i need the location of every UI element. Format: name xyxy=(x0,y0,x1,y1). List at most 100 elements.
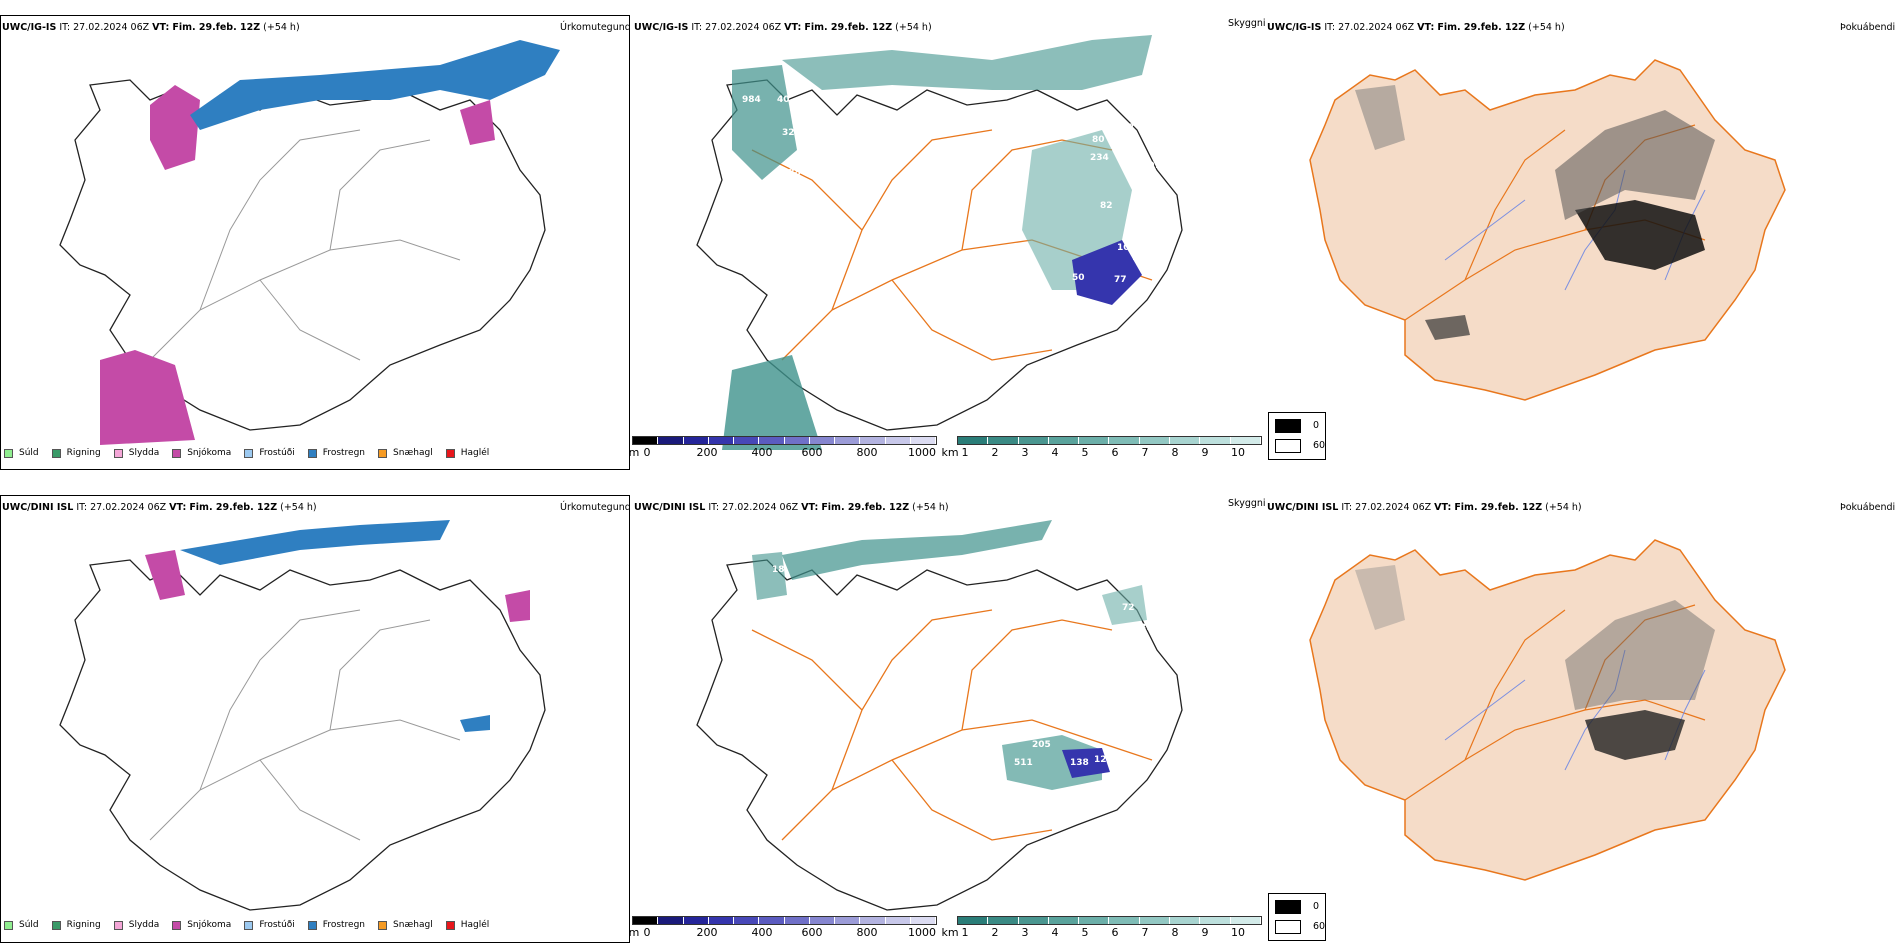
precip-map-frame xyxy=(0,495,630,943)
legend-label: Snæhagl xyxy=(393,448,433,458)
legend-item: Frostúði xyxy=(244,920,295,930)
visibility-teal-southwest xyxy=(722,355,822,450)
panel-title: Skyggni xyxy=(1228,498,1266,509)
tick-label: 8 xyxy=(1171,446,1179,459)
visibility-km-ticks: km 1 2 3 4 5 6 7 8 9 10 xyxy=(938,446,1263,460)
tick-label: 0 xyxy=(643,446,651,459)
unit-label: km xyxy=(941,446,959,459)
visibility-value-label: 72 xyxy=(1122,603,1135,613)
visibility-km-colorbar xyxy=(957,916,1262,925)
tick-label: 800 xyxy=(856,446,878,459)
visibility-km-colorbar xyxy=(957,436,1262,445)
colorbar-cell xyxy=(1139,917,1171,924)
it-label: IT: xyxy=(691,22,703,33)
colorbar-cell xyxy=(683,437,709,444)
panel-title: Úrkomutegund xyxy=(560,502,631,513)
vt-label: VT: xyxy=(801,502,819,513)
visibility-teal-east xyxy=(1102,585,1147,625)
panel-title: Þokuábendi xyxy=(1840,22,1896,33)
tick-label: 600 xyxy=(801,446,823,459)
visibility-value-label: 77 xyxy=(1114,275,1127,285)
vt-label: VT: xyxy=(152,22,170,33)
colorbar-cell xyxy=(958,917,989,924)
tick-label: 7 xyxy=(1141,926,1149,939)
colorbar-cell xyxy=(1139,437,1171,444)
panel-title: Skyggni xyxy=(1228,18,1266,29)
visibility-m-colorbar xyxy=(632,436,937,445)
colorbar-cell xyxy=(809,917,835,924)
legend-label: Slydda xyxy=(128,920,160,930)
fog-legend-label: 0 xyxy=(1313,420,1320,431)
colorbar-cell xyxy=(658,437,684,444)
fog-legend-box: 0 60 xyxy=(1268,893,1326,941)
vt-label: VT: xyxy=(1434,502,1452,513)
tick-label: 1 xyxy=(961,446,969,459)
legend-swatch xyxy=(172,448,182,458)
colorbar-cell xyxy=(1170,917,1201,924)
legend-label: Súld xyxy=(19,920,39,930)
tick-label: 9 xyxy=(1201,926,1209,939)
legend-swatch xyxy=(244,920,254,930)
snowfall-area-east xyxy=(460,100,495,145)
colorbar-cell xyxy=(860,917,886,924)
snowfall-area xyxy=(145,550,185,600)
legend-swatch xyxy=(445,448,455,458)
legend-swatch xyxy=(4,920,13,930)
legend-swatch xyxy=(378,920,388,930)
legend-swatch xyxy=(51,448,61,458)
colorbar-cell xyxy=(1079,437,1110,444)
panel-header: UWC/IG-IS IT: 27.02.2024 06Z VT: Fim. 29… xyxy=(2,22,300,33)
colorbar-cell xyxy=(1230,917,1261,924)
tick-label: 5 xyxy=(1081,446,1089,459)
colorbar-cell xyxy=(988,437,1019,444)
visibility-m-ticks: m 0 200 400 600 800 1000 xyxy=(629,446,937,460)
tick-label: 1000 xyxy=(908,446,936,459)
visibility-km-ticks: km 1 2 3 4 5 6 7 8 9 10 xyxy=(938,926,1263,940)
visibility-value-label: 984 xyxy=(742,95,761,105)
fog-dense-area xyxy=(1585,710,1685,760)
legend-item: Snjókoma xyxy=(172,920,231,930)
colorbar-cell xyxy=(1200,917,1231,924)
visibility-panel-bottom: UWC/DINI ISL IT: 27.02.2024 06Z VT: Fim.… xyxy=(632,488,1266,943)
model-name: UWC/IG-IS xyxy=(2,22,57,33)
colorbar-cell xyxy=(633,437,659,444)
tick-label: 10 xyxy=(1231,926,1245,939)
tick-label: 1 xyxy=(961,926,969,939)
precip-type-panel-top: UWC/IG-IS IT: 27.02.2024 06Z VT: Fim. 29… xyxy=(0,8,631,470)
visibility-teal-west xyxy=(752,552,787,600)
lead-time: (+54 h) xyxy=(1545,502,1582,513)
colorbar-cell xyxy=(1109,917,1140,924)
fog-gray-west xyxy=(1355,85,1405,150)
visibility-value-label: 138 xyxy=(1070,758,1089,768)
legend-item: Frostregn xyxy=(307,448,365,458)
visibility-value-label: 107 xyxy=(1142,161,1161,171)
legend-swatch xyxy=(378,448,388,458)
colorbar-cell xyxy=(759,437,785,444)
it-value: 27.02.2024 06Z xyxy=(1355,502,1432,513)
legend-swatch xyxy=(307,448,317,458)
colorbar-cell xyxy=(708,437,734,444)
legend-swatch xyxy=(51,920,61,930)
tick-label: 3 xyxy=(1021,926,1029,939)
visibility-value-label: 10 xyxy=(1117,243,1130,253)
colorbar-cell xyxy=(1048,437,1080,444)
precip-type-panel-bottom: UWC/DINI ISL IT: 27.02.2024 06Z VT: Fim.… xyxy=(0,488,631,943)
vt-value: Fim. 29.feb. 12Z xyxy=(804,22,893,33)
tick-label: 400 xyxy=(751,446,773,459)
colorbar-cell xyxy=(885,917,911,924)
legend-label: Rigning xyxy=(66,920,101,930)
panel-header: UWC/DINI ISL IT: 27.02.2024 06Z VT: Fim.… xyxy=(2,502,317,513)
colorbar-cell xyxy=(784,437,810,444)
road-network xyxy=(751,609,1153,841)
legend-label: Frostregn xyxy=(322,920,366,930)
freezing-rain-east xyxy=(460,715,490,732)
colorbar-cell xyxy=(835,437,861,444)
vt-label: VT: xyxy=(784,22,802,33)
tick-label: 4 xyxy=(1051,926,1059,939)
snowfall-area xyxy=(150,85,200,170)
model-name: UWC/IG-IS xyxy=(634,22,689,33)
colorbar-cell xyxy=(1018,917,1049,924)
legend-label: Snjókoma xyxy=(187,920,232,930)
visibility-m-colorbar xyxy=(632,916,937,925)
vt-value: Fim. 29.feb. 12Z xyxy=(189,502,278,513)
